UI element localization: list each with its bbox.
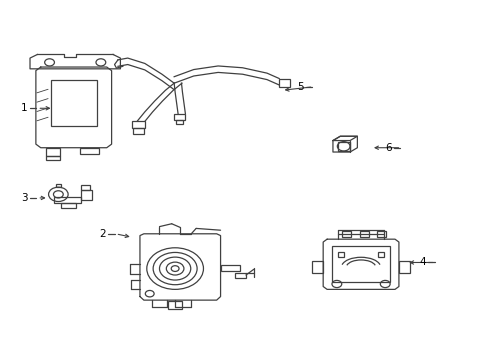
Bar xyxy=(80,148,99,154)
Bar xyxy=(399,261,410,273)
Bar xyxy=(133,128,145,134)
Bar xyxy=(342,231,350,237)
Bar xyxy=(174,114,185,120)
Bar xyxy=(175,120,183,125)
Bar xyxy=(235,273,246,278)
Bar xyxy=(61,203,76,208)
Text: 3: 3 xyxy=(21,193,27,203)
Bar xyxy=(338,252,343,257)
Bar xyxy=(377,231,386,237)
Bar xyxy=(50,80,97,126)
Bar xyxy=(81,185,90,190)
Bar xyxy=(332,246,390,282)
Bar xyxy=(378,252,384,257)
Text: 6: 6 xyxy=(385,143,392,153)
Bar xyxy=(338,141,349,151)
Bar xyxy=(279,78,290,87)
Bar xyxy=(360,231,368,237)
Bar xyxy=(81,190,92,201)
Bar xyxy=(313,261,323,273)
Bar xyxy=(132,121,146,128)
Bar xyxy=(46,148,60,156)
Bar xyxy=(168,301,182,309)
Text: 1: 1 xyxy=(21,103,27,113)
Text: 2: 2 xyxy=(99,229,106,239)
Text: 4: 4 xyxy=(419,257,426,267)
Text: 5: 5 xyxy=(297,82,304,92)
Bar xyxy=(56,184,61,187)
Bar xyxy=(220,265,240,271)
Bar xyxy=(46,156,60,160)
Bar xyxy=(54,197,81,203)
